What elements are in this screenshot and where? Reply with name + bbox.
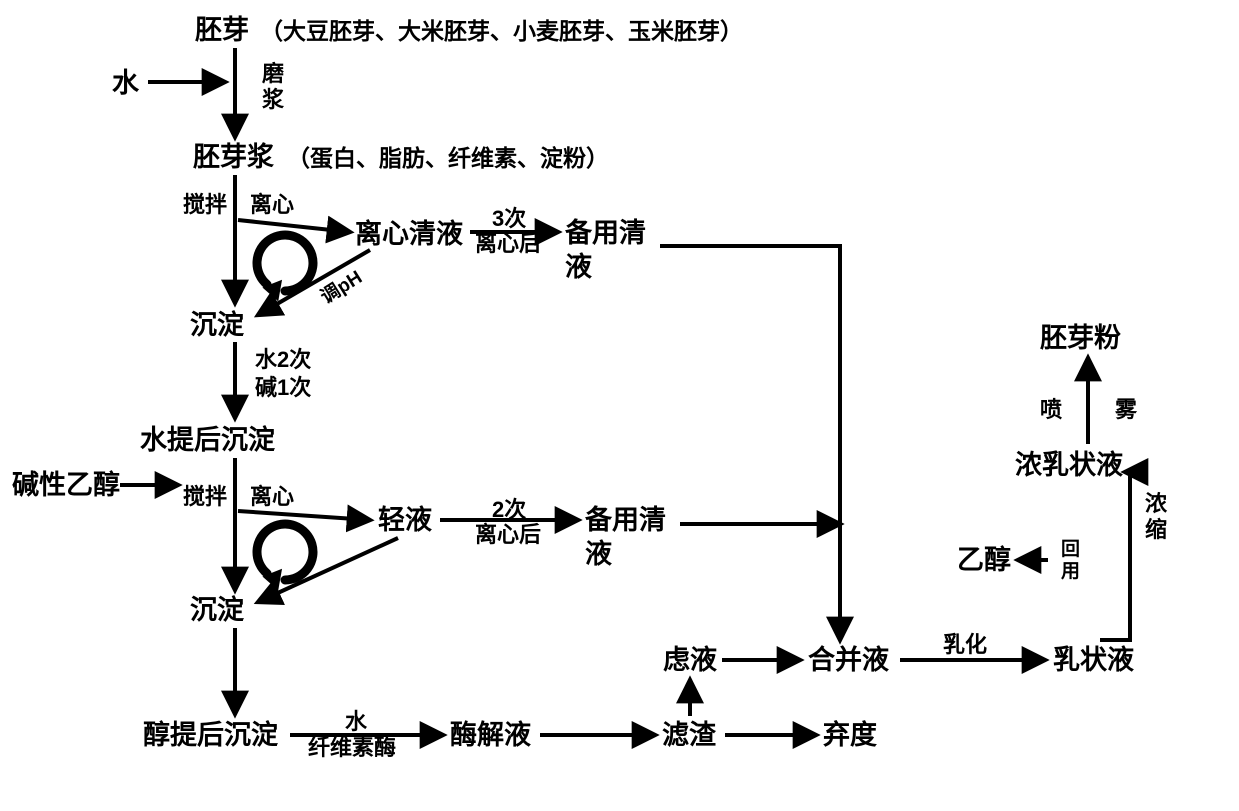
polyline-p3 (1100, 472, 1130, 640)
flowchart-stage: 胚芽（大豆胚芽、大米胚芽、小麦胚芽、玉米胚芽）水胚芽浆（蛋白、脂肪、纤维素、淀粉… (0, 0, 1239, 811)
node-n_nongru: 浓乳状液 (1015, 450, 1123, 481)
label-l_hui: 回 (1061, 540, 1080, 561)
node-n_bei2b: 液 (585, 539, 612, 570)
node-n_meijie: 酶解液 (450, 720, 531, 751)
label-l_jiaoban1: 搅拌 (183, 193, 227, 217)
node-n_bei2a: 备用清 (585, 505, 666, 536)
label-l_xianwei: 纤维素酶 (308, 736, 396, 760)
recycle-tip-c2 (262, 569, 282, 591)
node-n_chendian1: 沉淀 (190, 310, 244, 341)
label-l_pen: 喷 (1040, 398, 1062, 422)
recycle-tip-c1 (262, 280, 282, 302)
node-n_chunti: 醇提后沉淀 (143, 720, 278, 751)
node-n_qidu: 弃度 (823, 720, 877, 751)
label-l_lixinhou2: 离心后 (475, 523, 541, 547)
edge-e10 (238, 511, 370, 520)
label-l_lixinhou1: 离心后 (475, 232, 541, 256)
node-n_luye: 虑液 (663, 645, 717, 676)
node-n_peiyafen: 胚芽粉 (1040, 323, 1121, 354)
label-l_wu: 雾 (1115, 398, 1137, 422)
node-n_lxqy: 离心清液 (355, 219, 463, 250)
label-l_jian1: 碱1次 (255, 376, 311, 400)
label-l_jiaoban2: 搅拌 (183, 485, 227, 509)
node-n_jiang_note: （蛋白、脂肪、纤维素、淀粉） (287, 145, 609, 171)
node-n_water: 水 (112, 68, 139, 99)
node-n_bei1a: 备用清 (565, 218, 646, 249)
label-l_tiaoph: 调pH (318, 268, 367, 309)
node-n_peiya_note: （大豆胚芽、大米胚芽、小麦胚芽、玉米胚芽） (260, 18, 743, 44)
label-l_lixin1: 离心 (250, 193, 294, 217)
node-n_luzha: 滤渣 (662, 720, 716, 751)
label-l_nongsuo1: 浓 (1145, 492, 1167, 516)
node-n_qingye: 轻液 (378, 505, 432, 536)
label-l_yong: 用 (1061, 562, 1080, 583)
edge-e12 (258, 538, 398, 602)
node-n_chendian2: 沉淀 (190, 595, 244, 626)
node-n_peiyajiang: 胚芽浆 (193, 142, 274, 173)
node-n_ruzhuang: 乳状液 (1053, 645, 1134, 676)
node-n_bei1b: 液 (565, 252, 592, 283)
label-l_lixin2: 离心 (250, 485, 294, 509)
recycle-c2 (257, 524, 313, 580)
label-l_2ci: 2次 (492, 498, 526, 522)
label-l_mojiang2: 浆 (262, 88, 284, 112)
polyline-p1 (660, 246, 840, 640)
edge-e4 (238, 220, 350, 232)
label-l_mojiang1: 磨 (262, 62, 284, 86)
node-n_jxyc: 碱性乙醇 (12, 470, 120, 501)
recycle-c1 (257, 235, 313, 291)
label-l_3ci: 3次 (492, 207, 526, 231)
label-l_shui: 水 (345, 710, 367, 734)
node-n_yichun: 乙醇 (957, 545, 1011, 576)
label-l_nongsuo2: 缩 (1145, 518, 1167, 542)
label-l_ruhua: 乳化 (943, 633, 987, 657)
node-n_shuitihou: 水提后沉淀 (140, 425, 275, 456)
node-n_peiya: 胚芽 (195, 15, 249, 46)
label-l_shui2: 水2次 (255, 348, 311, 372)
node-n_hebing: 合并液 (808, 645, 889, 676)
